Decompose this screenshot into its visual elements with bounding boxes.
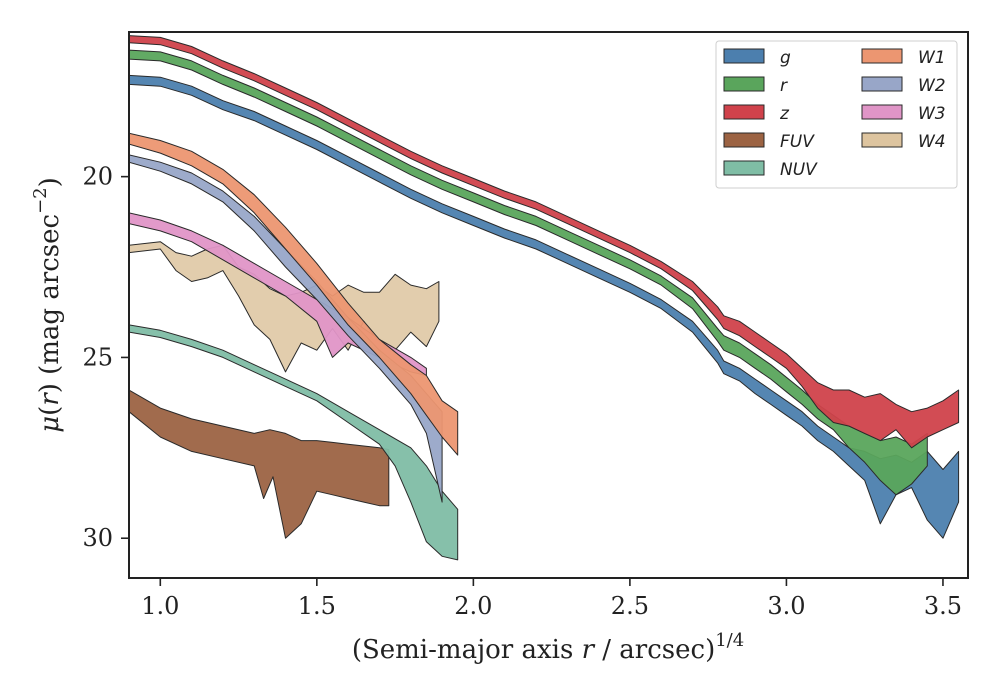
- legend-label-w3: W3: [918, 104, 946, 124]
- band-g: [129, 74, 960, 539]
- y-tick-label: 25: [82, 343, 113, 371]
- legend-label-w4: W4: [918, 132, 946, 152]
- legend-label-w1: W1: [918, 48, 946, 68]
- x-tick-label: 1.5: [298, 592, 336, 620]
- legend-swatch-w3: [861, 104, 903, 120]
- x-axis-ticks: 1.0 1.5 2.0 2.5 3.0 3.5: [141, 578, 962, 620]
- band-r: [129, 49, 928, 496]
- legend-swatch-g: [723, 48, 765, 64]
- profile-bands: [129, 35, 960, 561]
- legend-label-fuv: FUV: [780, 132, 815, 152]
- y-tick-label: 20: [82, 163, 113, 191]
- legend-swatch-w2: [861, 76, 903, 92]
- legend: grz FUV NUV W1 W2 W3 W4: [715, 40, 958, 189]
- y-tick-label: 30: [82, 524, 113, 552]
- legend-swatch-w1: [861, 48, 903, 64]
- band-fuv: [129, 389, 390, 539]
- x-axis-label: (Semi-major axis r / arcsec)1/4: [352, 630, 744, 665]
- band-w2: [129, 154, 443, 503]
- x-tick-label: 1.0: [141, 592, 179, 620]
- x-tick-label: 2.0: [454, 592, 492, 620]
- x-tick-label: 2.5: [611, 592, 649, 620]
- legend-swatch-z: [723, 104, 765, 120]
- legend-label-r: r: [780, 76, 788, 96]
- legend-label-nuv: NUV: [780, 160, 818, 180]
- y-axis-ticks: 20 25 30: [82, 163, 129, 552]
- band-nuv: [129, 324, 459, 561]
- band-z: [129, 35, 960, 449]
- band-w1: [129, 132, 459, 456]
- legend-swatch-nuv: [723, 160, 765, 176]
- legend-swatch-fuv: [723, 132, 765, 148]
- legend-label-z: z: [779, 104, 790, 124]
- y-axis-label: μ(r) (mag arcsec−2): [30, 177, 65, 433]
- legend-swatch-r: [723, 76, 765, 92]
- x-tick-label: 3.5: [924, 592, 962, 620]
- legend-swatch-w4: [861, 132, 903, 148]
- legend-label-g: g: [780, 48, 791, 68]
- x-tick-label: 3.0: [767, 592, 805, 620]
- plot-frame: [128, 31, 969, 579]
- legend-label-w2: W2: [918, 76, 946, 96]
